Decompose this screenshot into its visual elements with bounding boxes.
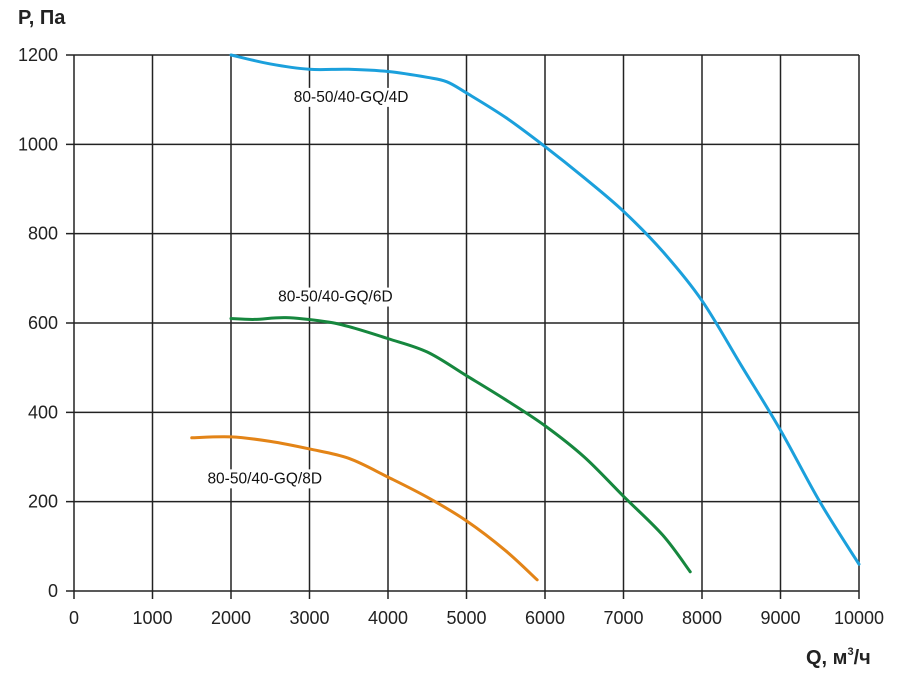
x-tick-label: 4000 bbox=[368, 608, 408, 628]
series-label: 80-50/40-GQ/8D bbox=[207, 470, 322, 487]
y-tick-label: 200 bbox=[28, 492, 58, 512]
series-label-bg bbox=[204, 469, 326, 489]
x-tick-label: 5000 bbox=[446, 608, 486, 628]
series-lines bbox=[190, 53, 861, 582]
x-tick-label: 2000 bbox=[211, 608, 251, 628]
y-tick-label: 1000 bbox=[18, 134, 58, 154]
x-tick-label: 0 bbox=[69, 608, 79, 628]
x-tick-label: 6000 bbox=[525, 608, 565, 628]
x-axis-title: Q, м3/ч bbox=[806, 646, 871, 669]
y-tick-label: 600 bbox=[28, 313, 58, 333]
x-tick-label: 3000 bbox=[289, 608, 329, 628]
tick-labels: 0 1000 2000 3000 4000 5000 6000 7000 8000 9000 100… bbox=[18, 45, 884, 628]
series-label: 80-50/40-GQ/6D bbox=[278, 289, 393, 306]
x-tick-label: 9000 bbox=[760, 608, 800, 628]
series-label-bg bbox=[290, 87, 412, 107]
y-tick-label: 1200 bbox=[18, 45, 58, 65]
series-labels: 80-50/40-GQ/4D 80-50/40-GQ/6D 80-50/40-GQ/… bbox=[204, 87, 412, 489]
y-tick-label: 800 bbox=[28, 224, 58, 244]
x-tick-label: 7000 bbox=[603, 608, 643, 628]
y-tick-label: 0 bbox=[48, 581, 58, 601]
series-line-1 bbox=[229, 316, 692, 574]
y-tick-label: 400 bbox=[28, 402, 58, 422]
x-tick-label: 8000 bbox=[682, 608, 722, 628]
series-label-bg bbox=[275, 287, 396, 307]
x-axis-title-tail: /ч bbox=[854, 647, 871, 669]
y-axis-title: P, Па bbox=[18, 7, 66, 29]
grid bbox=[66, 54, 860, 599]
series-line-0 bbox=[229, 53, 861, 566]
series-line-2 bbox=[190, 435, 539, 582]
series-label: 80-50/40-GQ/4D bbox=[294, 89, 409, 106]
x-axis-title-sup: 3 bbox=[847, 646, 853, 658]
x-tick-label: 10000 bbox=[834, 608, 884, 628]
x-tick-label: 1000 bbox=[132, 608, 172, 628]
x-axis-title-main: Q, м bbox=[806, 647, 847, 669]
